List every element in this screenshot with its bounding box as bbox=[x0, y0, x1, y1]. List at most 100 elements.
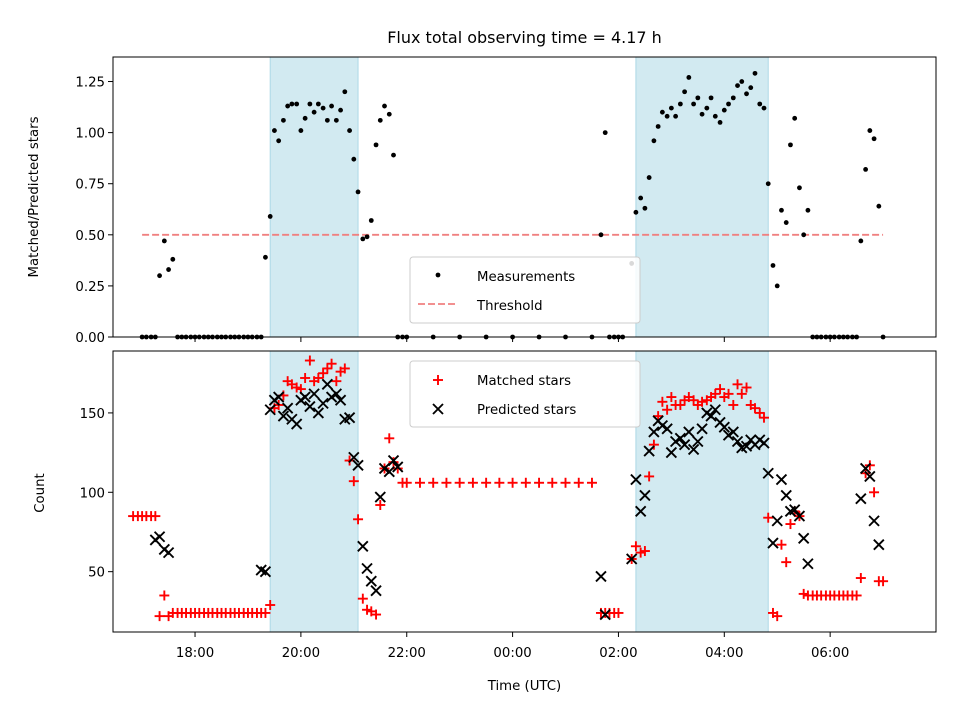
measurement-point bbox=[338, 107, 343, 113]
predicted-star-marker bbox=[643, 445, 655, 457]
measurement-point bbox=[333, 117, 339, 123]
predicted-star-marker bbox=[153, 531, 166, 543]
predicted-star-marker bbox=[299, 391, 311, 403]
measurement-point bbox=[783, 220, 789, 225]
measurement-point bbox=[272, 128, 277, 133]
measurement-point bbox=[748, 85, 754, 91]
measurement-point bbox=[360, 236, 366, 242]
predicted-star-marker bbox=[348, 451, 360, 464]
matched-star-marker bbox=[878, 576, 889, 587]
legend-label: Measurements bbox=[477, 270, 575, 285]
matched-star-marker bbox=[560, 477, 571, 488]
matched-star-marker bbox=[339, 363, 350, 374]
marker-stroke bbox=[762, 467, 774, 479]
chart-title: Flux total observing time = 4.17 h bbox=[387, 28, 662, 47]
x-tick-label: 04:00 bbox=[705, 646, 743, 661]
measurement-point bbox=[276, 138, 282, 144]
matched-star-marker bbox=[467, 477, 478, 488]
measurement-point bbox=[668, 105, 674, 111]
matched-star-marker bbox=[159, 590, 170, 601]
predicted-star-marker bbox=[365, 575, 377, 587]
matched-star-marker bbox=[723, 388, 734, 399]
bottom-y-tick-label: 50 bbox=[88, 566, 105, 581]
marker-stroke bbox=[299, 391, 311, 403]
marker-stroke bbox=[304, 400, 316, 413]
predicted-star-marker bbox=[767, 537, 779, 549]
predicted-star-marker bbox=[387, 454, 400, 467]
measurement-point bbox=[315, 101, 321, 107]
measurement-point bbox=[655, 124, 661, 129]
measurement-point bbox=[664, 113, 670, 119]
predicted-star-marker bbox=[665, 446, 678, 459]
matched-star-marker bbox=[331, 376, 342, 387]
measurement-point bbox=[320, 105, 326, 111]
top-shaded-interval bbox=[635, 56, 769, 338]
marker-stroke bbox=[392, 461, 404, 473]
measurement-point bbox=[329, 103, 334, 109]
matched-star-marker bbox=[741, 382, 752, 393]
measurement-point bbox=[792, 115, 798, 121]
predicted-star-marker bbox=[370, 585, 382, 597]
bottom-axes-frame bbox=[112, 350, 937, 633]
measurement-point bbox=[298, 128, 304, 133]
marker-stroke bbox=[595, 570, 607, 583]
measurement-point bbox=[673, 113, 679, 119]
matched-star-marker bbox=[763, 512, 774, 523]
measurement-point bbox=[871, 136, 877, 142]
measurement-point bbox=[651, 138, 657, 144]
matched-star-marker bbox=[776, 539, 787, 550]
matched-star-marker bbox=[384, 433, 395, 444]
legend-label: Matched stars bbox=[477, 374, 571, 389]
measurement-point bbox=[717, 120, 723, 125]
bottom-y-axis-label: Count bbox=[33, 473, 48, 513]
marker-stroke bbox=[334, 394, 347, 406]
matched-star-marker bbox=[736, 388, 747, 399]
marker-stroke bbox=[432, 403, 444, 415]
predicted-star-marker bbox=[361, 562, 373, 575]
predicted-star-marker bbox=[864, 470, 876, 483]
measurement-point bbox=[364, 234, 370, 240]
marker-stroke bbox=[635, 505, 647, 518]
predicted-star-marker bbox=[639, 489, 651, 502]
predicted-star-marker bbox=[696, 423, 708, 435]
measurement-point bbox=[691, 101, 696, 107]
matched-star-marker bbox=[851, 590, 862, 601]
matched-star-marker bbox=[710, 388, 721, 399]
predicted-star-marker bbox=[630, 473, 642, 486]
marker-stroke bbox=[308, 388, 320, 400]
x-axis-label: Time (UTC) bbox=[487, 679, 562, 694]
top-y-tick-label: 1.25 bbox=[75, 76, 105, 91]
predicted-star-marker bbox=[304, 400, 316, 413]
bottom-panel: 50 100 150 18:00 20:00 22:00 00:00 02:00 04:00 06… bbox=[80, 350, 937, 661]
marker-stroke bbox=[727, 426, 739, 438]
measurement-point bbox=[285, 103, 291, 109]
measurement-point bbox=[602, 130, 608, 136]
bottom-series-x bbox=[149, 378, 885, 621]
bottom-y-tick-label: 150 bbox=[80, 407, 105, 422]
measurement-point bbox=[739, 79, 745, 84]
marker-stroke bbox=[789, 504, 801, 516]
predicted-star-marker bbox=[683, 426, 695, 438]
legend-marker bbox=[433, 375, 443, 385]
predicted-star-marker bbox=[648, 426, 660, 438]
legend-marker bbox=[432, 403, 444, 415]
predicted-star-marker bbox=[277, 410, 290, 422]
marker-stroke bbox=[692, 435, 704, 448]
matched-star-marker bbox=[586, 477, 597, 488]
measurement-point bbox=[342, 89, 348, 95]
measurement-point bbox=[347, 128, 352, 133]
marker-stroke bbox=[374, 491, 386, 503]
predicted-star-marker bbox=[692, 435, 704, 448]
marker-stroke bbox=[352, 459, 364, 471]
predicted-star-marker bbox=[281, 402, 294, 414]
marker-stroke bbox=[775, 473, 788, 486]
measurement-point bbox=[797, 185, 802, 191]
predicted-star-marker bbox=[873, 539, 885, 551]
matched-star-marker bbox=[154, 611, 165, 622]
marker-stroke bbox=[868, 515, 880, 527]
legend-label: Predicted stars bbox=[477, 403, 576, 418]
measurement-point bbox=[368, 218, 374, 223]
matched-star-marker bbox=[414, 477, 425, 488]
marker-stroke bbox=[656, 419, 669, 432]
